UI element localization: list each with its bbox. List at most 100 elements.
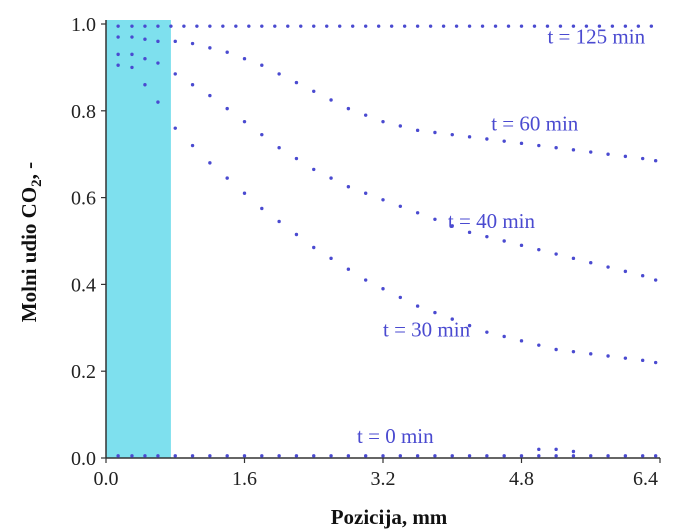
data-point xyxy=(208,46,212,50)
data-point xyxy=(485,454,489,458)
data-point xyxy=(277,219,281,224)
data-point xyxy=(537,143,541,148)
y-tick-label: 0.8 xyxy=(71,101,96,123)
data-point xyxy=(116,52,120,57)
data-point xyxy=(156,24,160,28)
data-point xyxy=(208,161,212,165)
y-axis-title-tail: , - xyxy=(17,162,41,180)
data-point xyxy=(506,24,511,28)
data-point xyxy=(532,24,537,28)
data-point xyxy=(467,323,472,328)
data-point xyxy=(195,24,199,28)
data-point xyxy=(190,454,195,458)
data-point xyxy=(130,454,134,458)
data-point xyxy=(389,24,394,28)
data-point xyxy=(467,230,472,235)
data-point xyxy=(208,454,212,458)
data-point xyxy=(116,24,120,28)
data-point xyxy=(571,454,576,458)
data-point xyxy=(571,349,576,354)
data-point xyxy=(415,304,420,308)
data-point xyxy=(653,360,658,365)
data-point xyxy=(156,454,160,458)
data-point xyxy=(346,185,351,189)
data-point xyxy=(467,24,472,28)
data-point xyxy=(402,24,407,28)
data-point xyxy=(173,72,177,76)
data-point xyxy=(208,93,212,98)
data-point xyxy=(610,24,615,28)
data-point xyxy=(346,106,351,111)
data-point xyxy=(415,24,420,28)
shaded-region xyxy=(106,20,171,458)
data-point xyxy=(519,141,524,146)
x-tick-label: 0.0 xyxy=(94,468,119,490)
data-point xyxy=(381,287,385,291)
data-point xyxy=(225,106,229,111)
data-point xyxy=(190,143,195,148)
data-point xyxy=(381,454,385,458)
data-point xyxy=(381,119,385,124)
data-point xyxy=(143,57,147,61)
data-point xyxy=(225,454,229,458)
x-axis-title: Pozicija, mm xyxy=(331,505,448,529)
data-point xyxy=(325,24,329,28)
data-point xyxy=(312,245,316,250)
curve-label: t = 60 min xyxy=(491,111,579,135)
data-point xyxy=(606,454,610,458)
data-point xyxy=(589,454,593,458)
data-point xyxy=(519,454,524,458)
data-point xyxy=(433,310,437,315)
data-point xyxy=(589,352,593,356)
data-point xyxy=(242,191,247,195)
data-point xyxy=(415,454,420,458)
data-point xyxy=(398,124,403,128)
data-point xyxy=(597,24,602,28)
data-point xyxy=(225,176,229,180)
data-point xyxy=(190,83,195,87)
data-point xyxy=(143,83,147,87)
data-point xyxy=(351,24,355,28)
data-point xyxy=(221,24,225,28)
data-point xyxy=(130,52,134,57)
data-point xyxy=(502,454,506,458)
data-point xyxy=(329,98,333,102)
data-point xyxy=(606,265,610,269)
data-point xyxy=(277,145,281,150)
data-point xyxy=(190,41,195,46)
data-point xyxy=(623,24,628,28)
data-point xyxy=(294,80,299,85)
data-point xyxy=(156,39,160,44)
data-point xyxy=(247,24,251,28)
data-point xyxy=(363,113,368,117)
data-point xyxy=(537,247,541,252)
data-point xyxy=(363,454,368,458)
data-point xyxy=(173,126,177,130)
data-point xyxy=(376,24,381,28)
data-point xyxy=(260,63,264,67)
data-point xyxy=(450,132,454,137)
data-point xyxy=(116,63,120,67)
data-point xyxy=(649,24,654,28)
data-point xyxy=(554,145,558,150)
data-point xyxy=(537,447,541,452)
data-point xyxy=(537,454,541,458)
data-point xyxy=(450,224,454,228)
data-point xyxy=(606,354,610,358)
data-point xyxy=(173,454,177,458)
data-point xyxy=(346,454,351,458)
curve-label: t = 30 min xyxy=(383,317,471,341)
y-tick-label: 0.0 xyxy=(71,448,96,470)
data-point xyxy=(294,156,299,161)
data-point xyxy=(545,24,550,28)
data-point xyxy=(653,278,658,282)
data-point xyxy=(260,132,264,137)
data-point xyxy=(485,234,489,239)
data-point xyxy=(143,454,147,458)
curve-label: t = 0 min xyxy=(357,424,434,448)
data-point xyxy=(480,24,485,28)
data-point xyxy=(312,167,316,172)
data-point xyxy=(182,24,186,28)
data-point xyxy=(454,24,459,28)
data-point xyxy=(294,232,299,237)
